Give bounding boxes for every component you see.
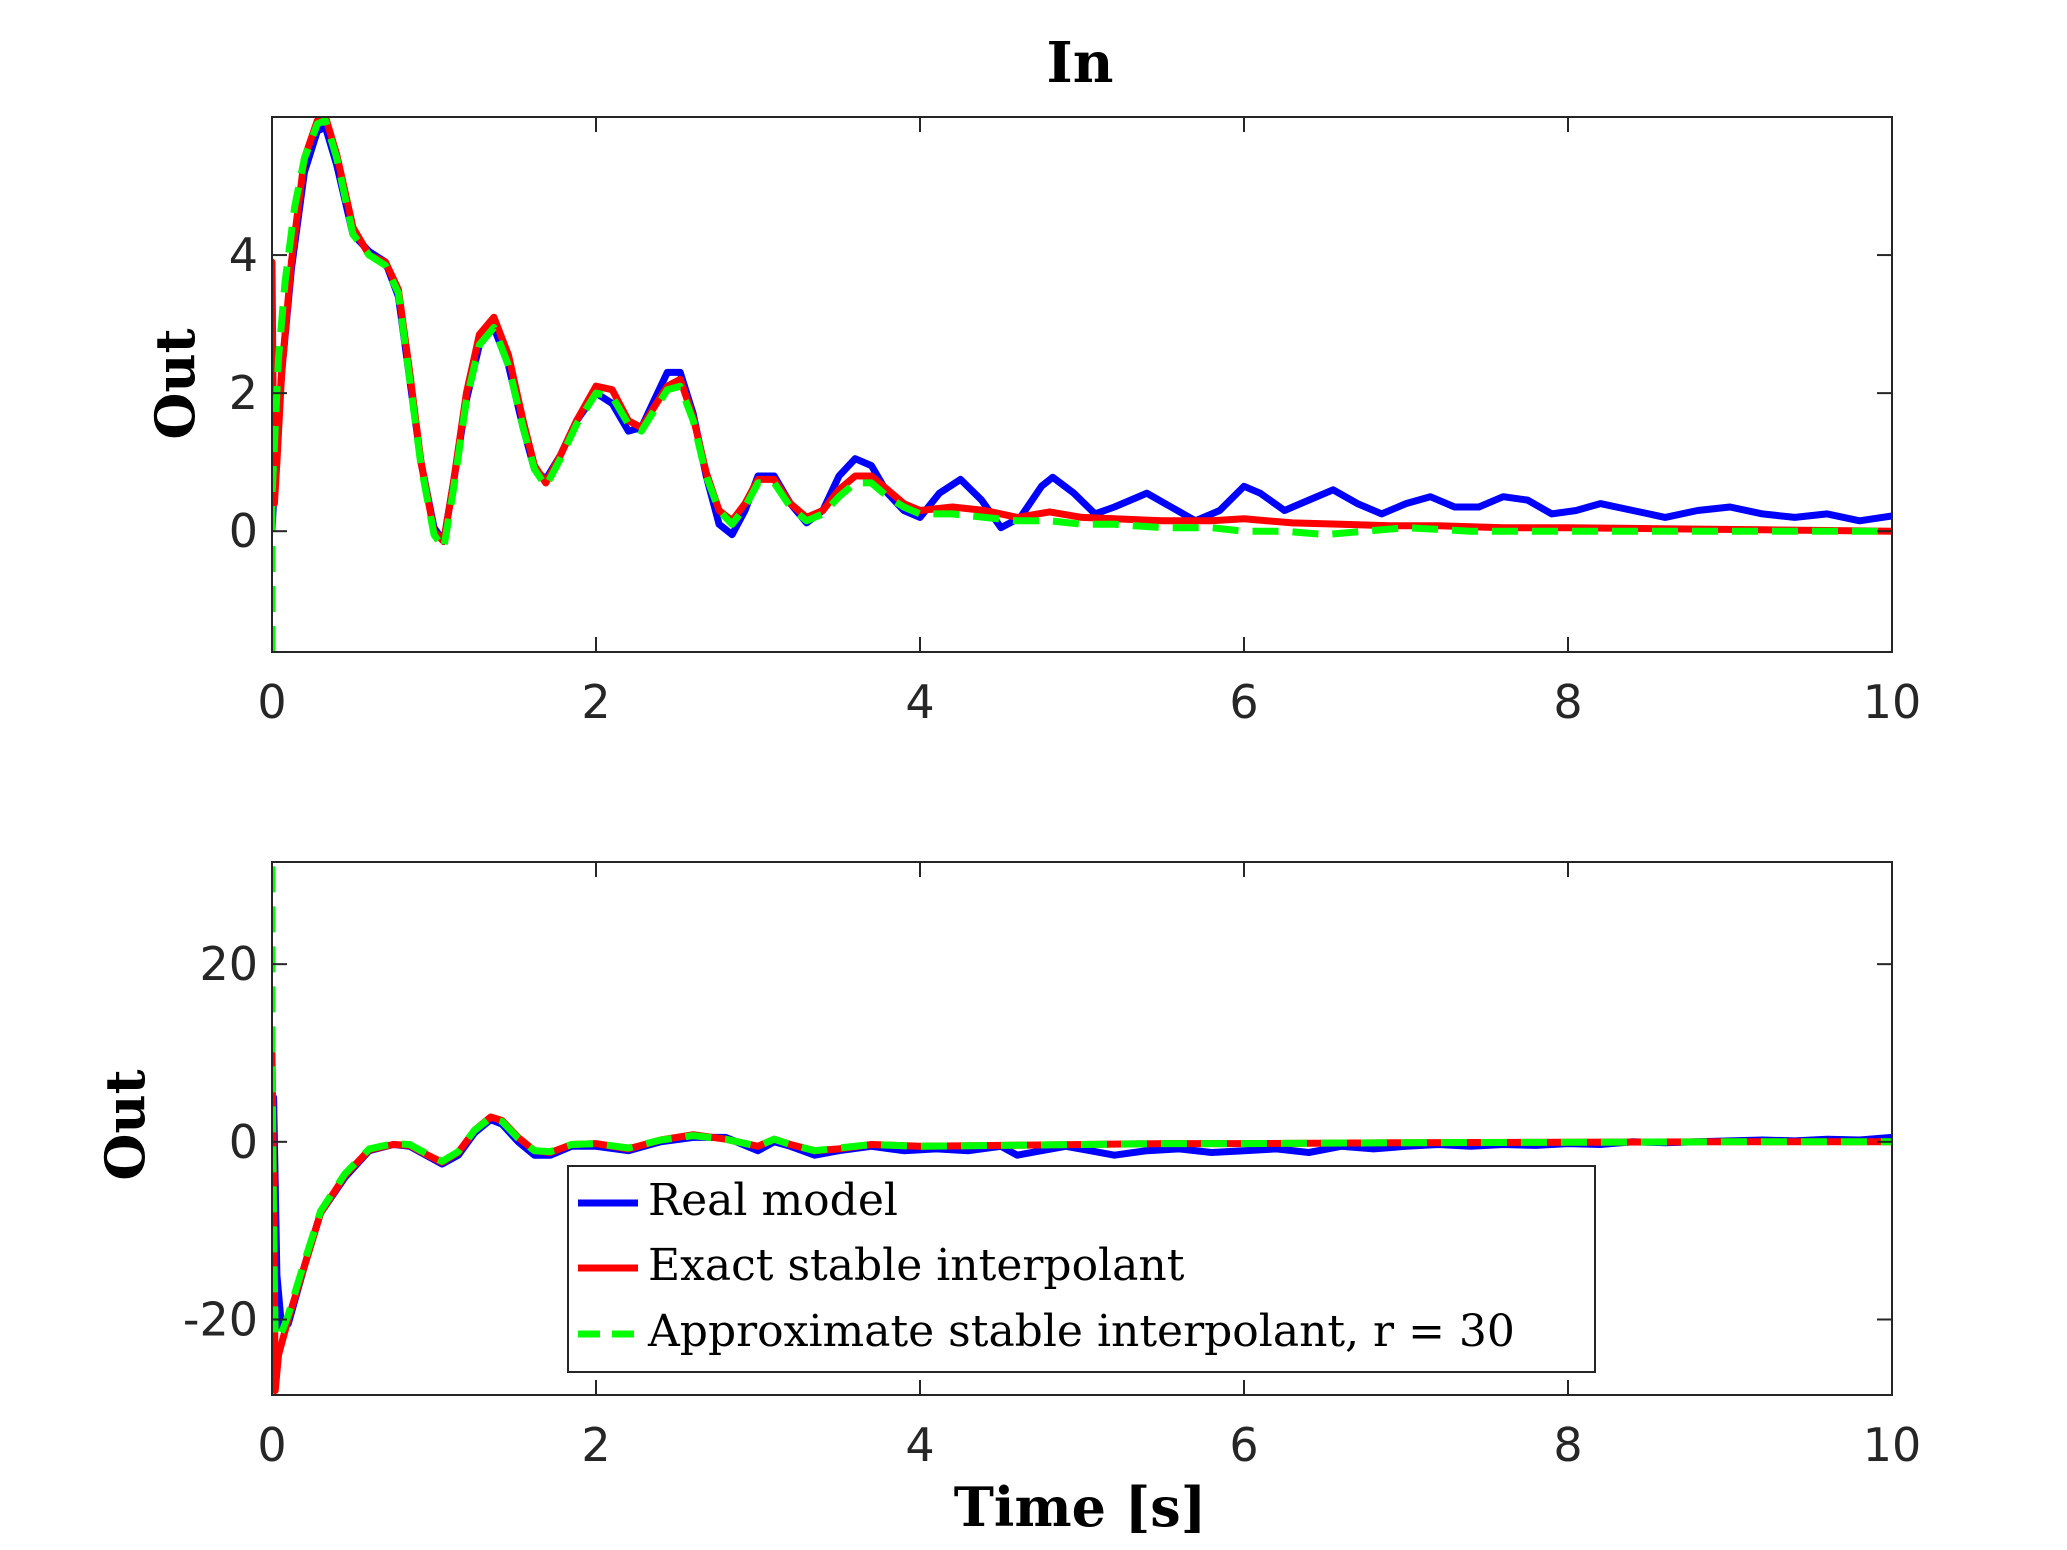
top-subplot: 0 2 4 6 8 10 0 2 4	[229, 116, 1922, 729]
legend-label-approx: Approximate stable interpolant, r = 30	[647, 1306, 1515, 1357]
top-plot-area	[272, 117, 1892, 652]
top-xtick-label: 0	[257, 675, 286, 729]
top-series-line-2	[272, 117, 1892, 652]
bottom-xtick-label: 6	[1229, 1418, 1258, 1472]
bottom-ytick-label: -20	[183, 1292, 258, 1346]
bottom-series-line-2	[272, 866, 1892, 1341]
bottom-ytick-label: 0	[229, 1115, 258, 1169]
top-xtick-label: 4	[905, 675, 934, 729]
legend: Real model Exact stable interpolant Appr…	[567, 1165, 1596, 1373]
bottom-ytick-label: 20	[199, 937, 258, 991]
top-xtick-label: 2	[581, 675, 610, 729]
bottom-xtick-label: 2	[581, 1418, 610, 1472]
legend-label-real-model: Real model	[648, 1175, 898, 1226]
bottom-axes-box	[271, 861, 1893, 1396]
legend-box	[567, 1165, 1596, 1373]
legend-label-exact: Exact stable interpolant	[648, 1240, 1185, 1291]
top-ytick-label: 0	[229, 504, 258, 558]
top-ytick-label: 4	[229, 228, 258, 282]
bottom-xtick-label: 0	[257, 1418, 286, 1472]
top-xtick-label: 8	[1553, 675, 1582, 729]
top-xtick-label: 6	[1229, 675, 1258, 729]
bottom-ylabel: Out	[93, 1069, 157, 1180]
bottom-xtick-label: 4	[905, 1418, 934, 1472]
bottom-series-group	[272, 866, 1892, 1395]
top-axes-box	[271, 116, 1893, 653]
top-xtick-label: 10	[1863, 675, 1922, 729]
top-ylabel: Out	[143, 328, 207, 439]
top-series-group	[272, 117, 1892, 652]
bottom-xlabel: Time [s]	[954, 1475, 1207, 1539]
top-ytick-label: 2	[229, 366, 258, 420]
bottom-xtick-label: 10	[1863, 1418, 1922, 1472]
top-series-line-1	[272, 117, 1892, 545]
bottom-xtick-label: 8	[1553, 1418, 1582, 1472]
chart-title: In	[1047, 30, 1114, 96]
